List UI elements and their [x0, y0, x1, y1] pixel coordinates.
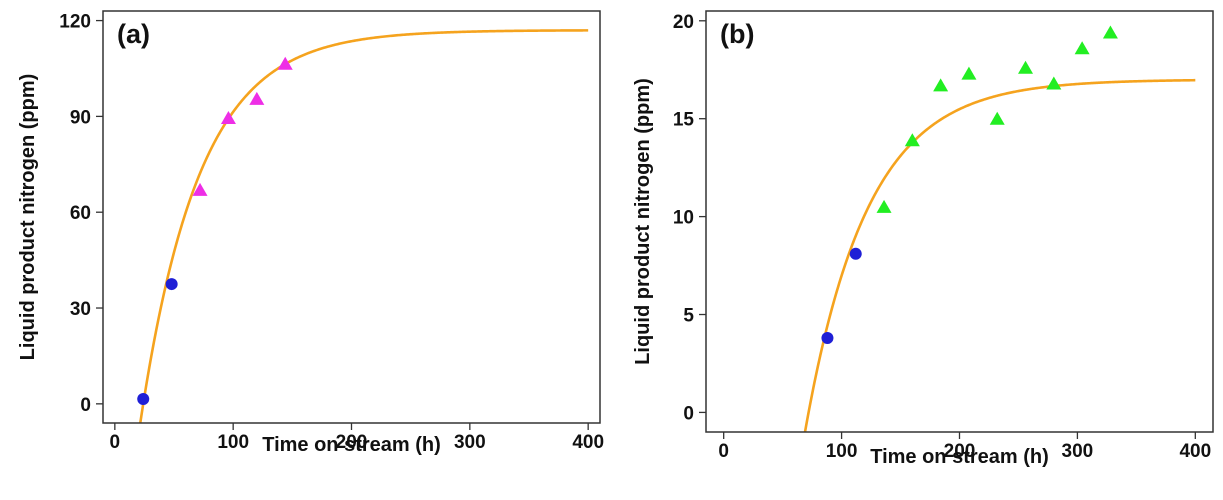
data-point-triangle: [904, 133, 920, 147]
data-point-circle: [849, 247, 862, 260]
panel-b: 0 100 200 300 400 0 5 10 15 20 Time on stream (h) L…: [632, 10, 1214, 468]
data-point-circle: [137, 393, 150, 406]
x-tick-label: 0: [718, 441, 729, 462]
panel-label: (b): [720, 19, 754, 49]
fit-curve: [803, 78, 1196, 432]
y-tick-label: 5: [683, 306, 694, 327]
x-tick-label: 300: [1062, 441, 1094, 462]
x-tick-label: 400: [572, 432, 604, 453]
y-tick-label: 90: [70, 107, 91, 128]
y-axis-label: Liquid product nitrogen (ppm): [632, 78, 654, 365]
x-tick-label: 200: [944, 441, 976, 462]
data-point-triangle: [277, 56, 293, 70]
y-tick-label: 20: [673, 12, 694, 33]
data-point-triangle: [220, 110, 236, 124]
panel-a: 0 100 200 300 400 0 30 60 90 120 Time on stream (h…: [17, 10, 604, 456]
x-axis-label: Time on stream (h): [262, 434, 441, 456]
data-point-triangle: [1102, 25, 1118, 39]
data-point-triangle: [961, 66, 977, 80]
data-point-triangle: [1018, 60, 1034, 74]
y-axis-label: Liquid product nitrogen (ppm): [17, 74, 39, 361]
x-tick-label: 100: [217, 432, 249, 453]
x-tick-label: 100: [826, 441, 858, 462]
data-point-circle: [165, 278, 178, 291]
x-tick-label: 0: [110, 432, 121, 453]
panel-label: (a): [117, 19, 150, 49]
data-point-circle: [821, 332, 834, 345]
plot-frame: [102, 10, 601, 424]
y-tick-label: 60: [70, 203, 91, 224]
data-point-triangle: [989, 111, 1005, 125]
y-tick-label: 15: [673, 110, 695, 131]
fit-curve: [138, 29, 589, 423]
x-tick-label: 300: [454, 432, 486, 453]
x-tick-label: 200: [336, 432, 368, 453]
y-tick-label: 0: [683, 403, 694, 424]
data-point-triangle: [192, 182, 208, 196]
data-point-triangle: [1046, 76, 1062, 90]
data-point-triangle: [249, 91, 265, 105]
data-point-triangle: [933, 78, 949, 92]
x-axis-label: Time on stream (h): [870, 446, 1049, 468]
y-tick-label: 30: [70, 299, 91, 320]
y-tick-label: 0: [80, 395, 91, 416]
y-tick-label: 10: [673, 208, 694, 229]
plot-frame: [705, 10, 1214, 433]
data-point-triangle: [1074, 41, 1090, 55]
x-tick-label: 400: [1179, 441, 1211, 462]
data-point-triangle: [876, 199, 892, 213]
y-tick-label: 120: [59, 12, 91, 33]
